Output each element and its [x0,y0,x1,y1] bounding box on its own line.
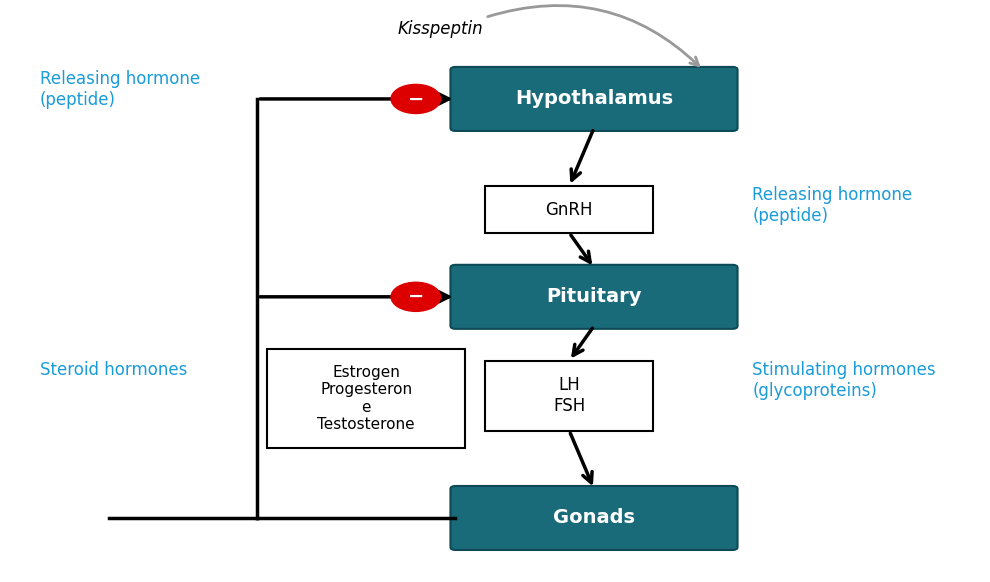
Text: Stimulating hormones
(glycoproteins): Stimulating hormones (glycoproteins) [752,361,936,400]
Text: −: − [408,288,424,306]
Text: GnRH: GnRH [545,201,593,218]
Text: Hypothalamus: Hypothalamus [515,90,673,108]
Text: Estrogen
Progesteron
e
Testosterone: Estrogen Progesteron e Testosterone [318,365,415,432]
FancyBboxPatch shape [450,265,738,329]
Text: Kisspeptin: Kisspeptin [398,20,483,38]
FancyBboxPatch shape [450,67,738,131]
Circle shape [391,84,441,113]
Text: −: − [408,90,424,108]
Text: Releasing hormone
(peptide): Releasing hormone (peptide) [40,70,200,109]
FancyBboxPatch shape [450,486,738,550]
FancyBboxPatch shape [485,361,653,431]
Text: Pituitary: Pituitary [546,288,642,306]
Text: LH
FSH: LH FSH [553,377,585,415]
Text: Steroid hormones: Steroid hormones [40,361,187,379]
Text: Gonads: Gonads [553,509,635,527]
FancyBboxPatch shape [485,186,653,233]
FancyBboxPatch shape [267,349,465,448]
Circle shape [391,282,441,311]
Text: Releasing hormone
(peptide): Releasing hormone (peptide) [752,186,913,225]
